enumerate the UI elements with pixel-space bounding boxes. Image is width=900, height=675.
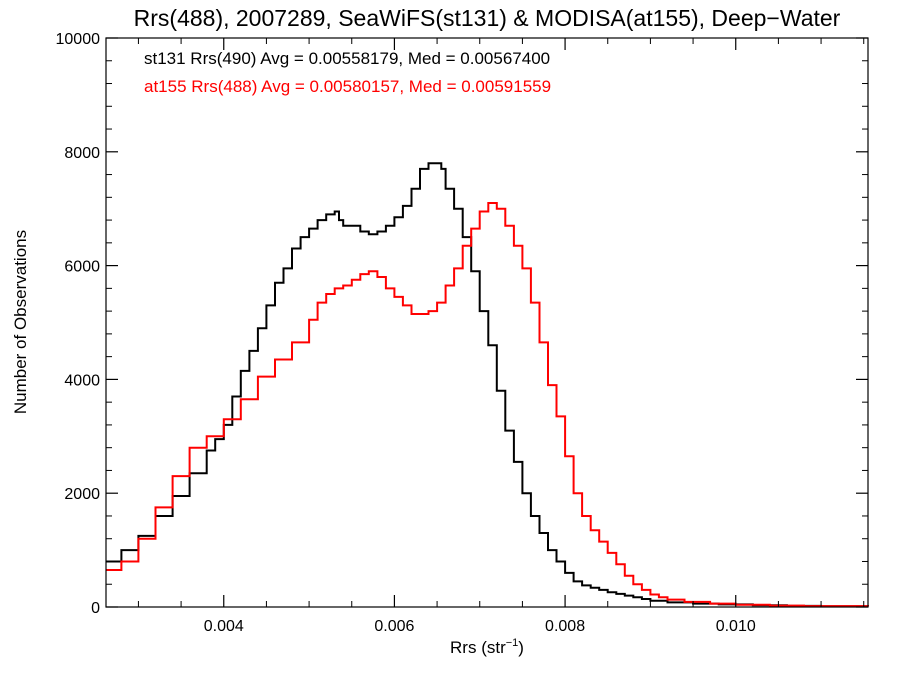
y-tick-label: 4000 — [64, 372, 100, 389]
legend-entry-at155: at155 Rrs(488) Avg = 0.00580157, Med = 0… — [144, 77, 551, 96]
series-line-0 — [106, 162, 869, 608]
chart-title: Rrs(488), 2007289, SeaWiFS(st131) & MODI… — [134, 5, 841, 31]
legend-entry-st131: st131 Rrs(490) Avg = 0.00558179, Med = 0… — [144, 49, 550, 68]
x-axis-label-close: ) — [518, 638, 524, 657]
series-line-1 — [106, 202, 869, 608]
plot-frame — [105, 37, 869, 608]
x-tick-label: 0.008 — [545, 618, 585, 635]
y-tick-label: 2000 — [64, 486, 100, 503]
x-axis-ticks: 0.004 0.006 0.008 0.010 — [137, 38, 865, 635]
x-tick-label: 0.006 — [374, 618, 414, 635]
y-tick-label: 8000 — [64, 145, 100, 162]
y-axis-label: Number of Observations — [11, 230, 30, 414]
series-layer — [106, 162, 869, 608]
y-tick-label: 6000 — [64, 259, 100, 276]
y-tick-label: 10000 — [56, 31, 101, 48]
x-tick-label: 0.004 — [204, 618, 244, 635]
y-tick-label: 0 — [91, 600, 100, 617]
legend: st131 Rrs(490) Avg = 0.00558179, Med = 0… — [144, 49, 551, 96]
x-axis-label-superscript: −1 — [506, 637, 519, 649]
x-axis-label-main: Rrs (str — [450, 638, 506, 657]
y-axis-ticks: 0 2000 4000 6000 8000 10000 — [56, 31, 868, 617]
x-axis-label: Rrs (str−1) — [450, 637, 524, 657]
x-tick-label: 0.010 — [716, 618, 756, 635]
